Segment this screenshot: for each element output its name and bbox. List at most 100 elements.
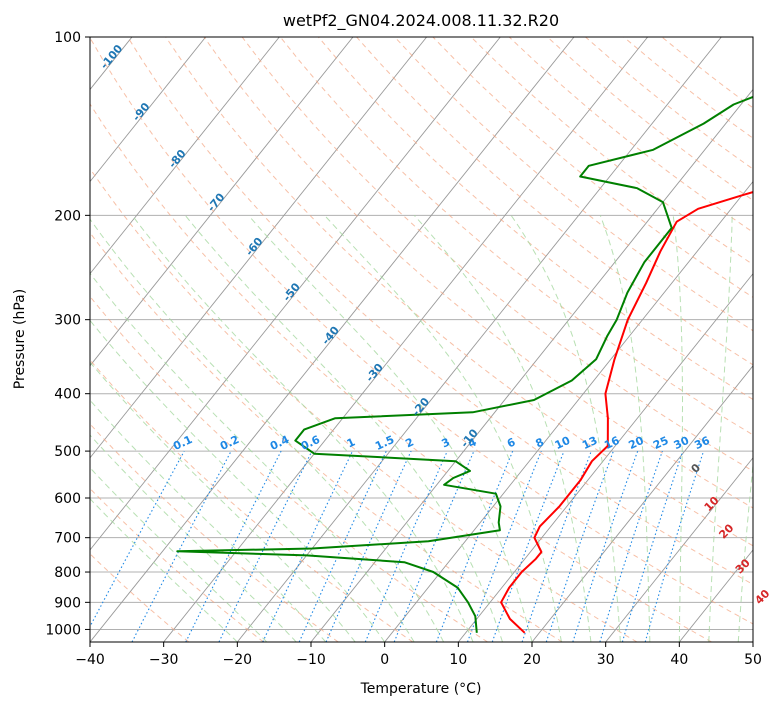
mixing-ratio-label: 30	[672, 434, 692, 452]
moist-adiabat-line	[90, 498, 238, 642]
grid-lines	[0, 37, 753, 642]
chart-title: wetPf2_GN04.2024.008.11.32.R20	[283, 11, 559, 31]
moist-adiabat-line	[708, 215, 733, 642]
isotherm-gridline	[752, 641, 753, 642]
mixing-ratio-label: 0.4	[268, 433, 291, 453]
mixing-ratio-label: 1.5	[373, 433, 396, 453]
dry-adiabat-label: -80	[166, 147, 189, 171]
x-tick-label: 10	[449, 652, 467, 668]
moist-adiabat-line	[90, 399, 327, 642]
y-tick-label: 500	[54, 444, 81, 460]
dry-adiabat-line	[90, 37, 753, 625]
isotherm-gridline	[90, 37, 207, 183]
dry-adiabat-label: -30	[363, 361, 386, 385]
y-tick-label: 600	[54, 491, 81, 507]
moist-adiabat-line	[413, 214, 592, 642]
mixing-ratio-label: 25	[651, 434, 670, 452]
dry-adiabat-line	[203, 37, 753, 509]
dry-adiabat-line	[470, 37, 753, 266]
mixing-ratio-line	[621, 450, 684, 642]
mixing-ratio-label: 1	[345, 435, 357, 450]
y-tick-label: 800	[54, 565, 81, 581]
moist-adiabat-line	[90, 319, 386, 642]
x-axis: −40 −30 −20 −10 0 10 20 30 40 50	[75, 642, 762, 668]
dry-adiabat-line	[90, 103, 712, 642]
moist-adiabat-line	[90, 361, 356, 642]
y-tick-label: 300	[54, 313, 81, 329]
moist-adiabat-line	[737, 460, 753, 642]
isotherm-gridline	[384, 180, 753, 642]
mixing-ratio-label: 20	[627, 434, 647, 452]
moist-adiabats	[90, 214, 753, 642]
x-axis-label: Temperature (°C)	[360, 681, 482, 697]
y-tick-label: 1000	[45, 622, 81, 638]
moist-adiabat-line	[90, 218, 445, 642]
x-tick-label: −40	[75, 652, 105, 668]
moist-adiabat-label: 20	[716, 521, 736, 541]
x-tick-label: −20	[223, 652, 253, 668]
dry-adiabat-line	[279, 37, 753, 436]
dry-adiabat-label: -40	[319, 324, 342, 348]
moist-adiabat-label: 0	[689, 461, 704, 476]
y-tick-label: 700	[54, 531, 81, 547]
moist-adiabat-line	[672, 215, 683, 642]
mixing-ratio-label: 0.6	[299, 433, 322, 453]
mixing-ratio-line	[521, 450, 592, 642]
x-tick-label: 50	[744, 652, 762, 668]
mixing-ratio-line	[185, 450, 282, 642]
plot-frame	[89, 36, 754, 643]
moist-adiabat-line	[90, 272, 415, 642]
moist-adiabat-line	[599, 215, 651, 642]
mixing-ratio-label: 36	[692, 434, 712, 452]
dry-adiabat-label: -90	[130, 100, 153, 124]
x-tick-label: 20	[523, 652, 541, 668]
dry-adiabat-line	[394, 37, 753, 332]
isotherm-gridline	[531, 365, 753, 642]
y-tick-label: 200	[54, 208, 81, 224]
dry-adiabat-line	[90, 553, 190, 642]
moist-adiabat-line	[510, 215, 621, 642]
isotherm-gridline	[90, 37, 428, 459]
mixing-ratio-label: 10	[553, 434, 573, 452]
dry-adiabat-line	[90, 423, 339, 642]
mixing-ratio-line	[325, 450, 412, 642]
mixing-ratio-label: 13	[580, 434, 599, 452]
moist-adiabat-line	[324, 214, 562, 642]
dry-adiabat-line	[127, 37, 753, 586]
dry-adiabat-label: -70	[205, 191, 228, 215]
dry-adiabat-line	[508, 37, 753, 233]
dewpoint-profile	[176, 95, 753, 633]
mixing-ratio-line	[364, 450, 448, 642]
y-axis-label: Pressure (hPa)	[12, 289, 28, 389]
dry-adiabat-line	[318, 37, 753, 401]
temperature-profile	[500, 191, 753, 634]
mixing-ratio-line	[599, 450, 663, 642]
moist-adiabat-label: 30	[733, 556, 753, 576]
dry-adiabat-line	[90, 359, 414, 642]
mixing-ratio-label: 16	[602, 434, 622, 452]
mixing-ratio-label: 0.1	[171, 433, 194, 453]
line-labels: 0.1 0.2 0.4 0.6 1 1.5 2 3 4 6 8 10 13 16 20 25 30 36-100-…	[98, 42, 773, 607]
dry-adiabat-line	[90, 167, 638, 642]
x-tick-label: 30	[597, 652, 615, 668]
isotherm-gridline	[90, 37, 501, 551]
y-tick-label: 100	[54, 30, 81, 46]
dry-adiabat-line	[90, 231, 563, 642]
isotherm-gridline	[457, 272, 753, 642]
mixing-ratio-line	[545, 450, 614, 642]
mixing-ratio-line	[393, 450, 475, 642]
sounding-profiles	[176, 95, 753, 634]
dry-adiabat-label: -60	[243, 235, 266, 259]
dry-adiabat-label: -50	[280, 280, 303, 304]
x-tick-label: 0	[380, 652, 389, 668]
x-tick-label: −30	[149, 652, 179, 668]
mixing-ratio-line	[644, 450, 705, 642]
x-tick-label: 40	[670, 652, 688, 668]
isotherm-gridline	[310, 88, 753, 642]
dry-adiabat-line	[90, 295, 488, 642]
isotherm-gridline	[0, 37, 58, 642]
dry-adiabat-line	[356, 37, 753, 366]
dry-adiabat-label: -100	[98, 42, 126, 72]
dry-adiabat-line	[547, 37, 753, 201]
